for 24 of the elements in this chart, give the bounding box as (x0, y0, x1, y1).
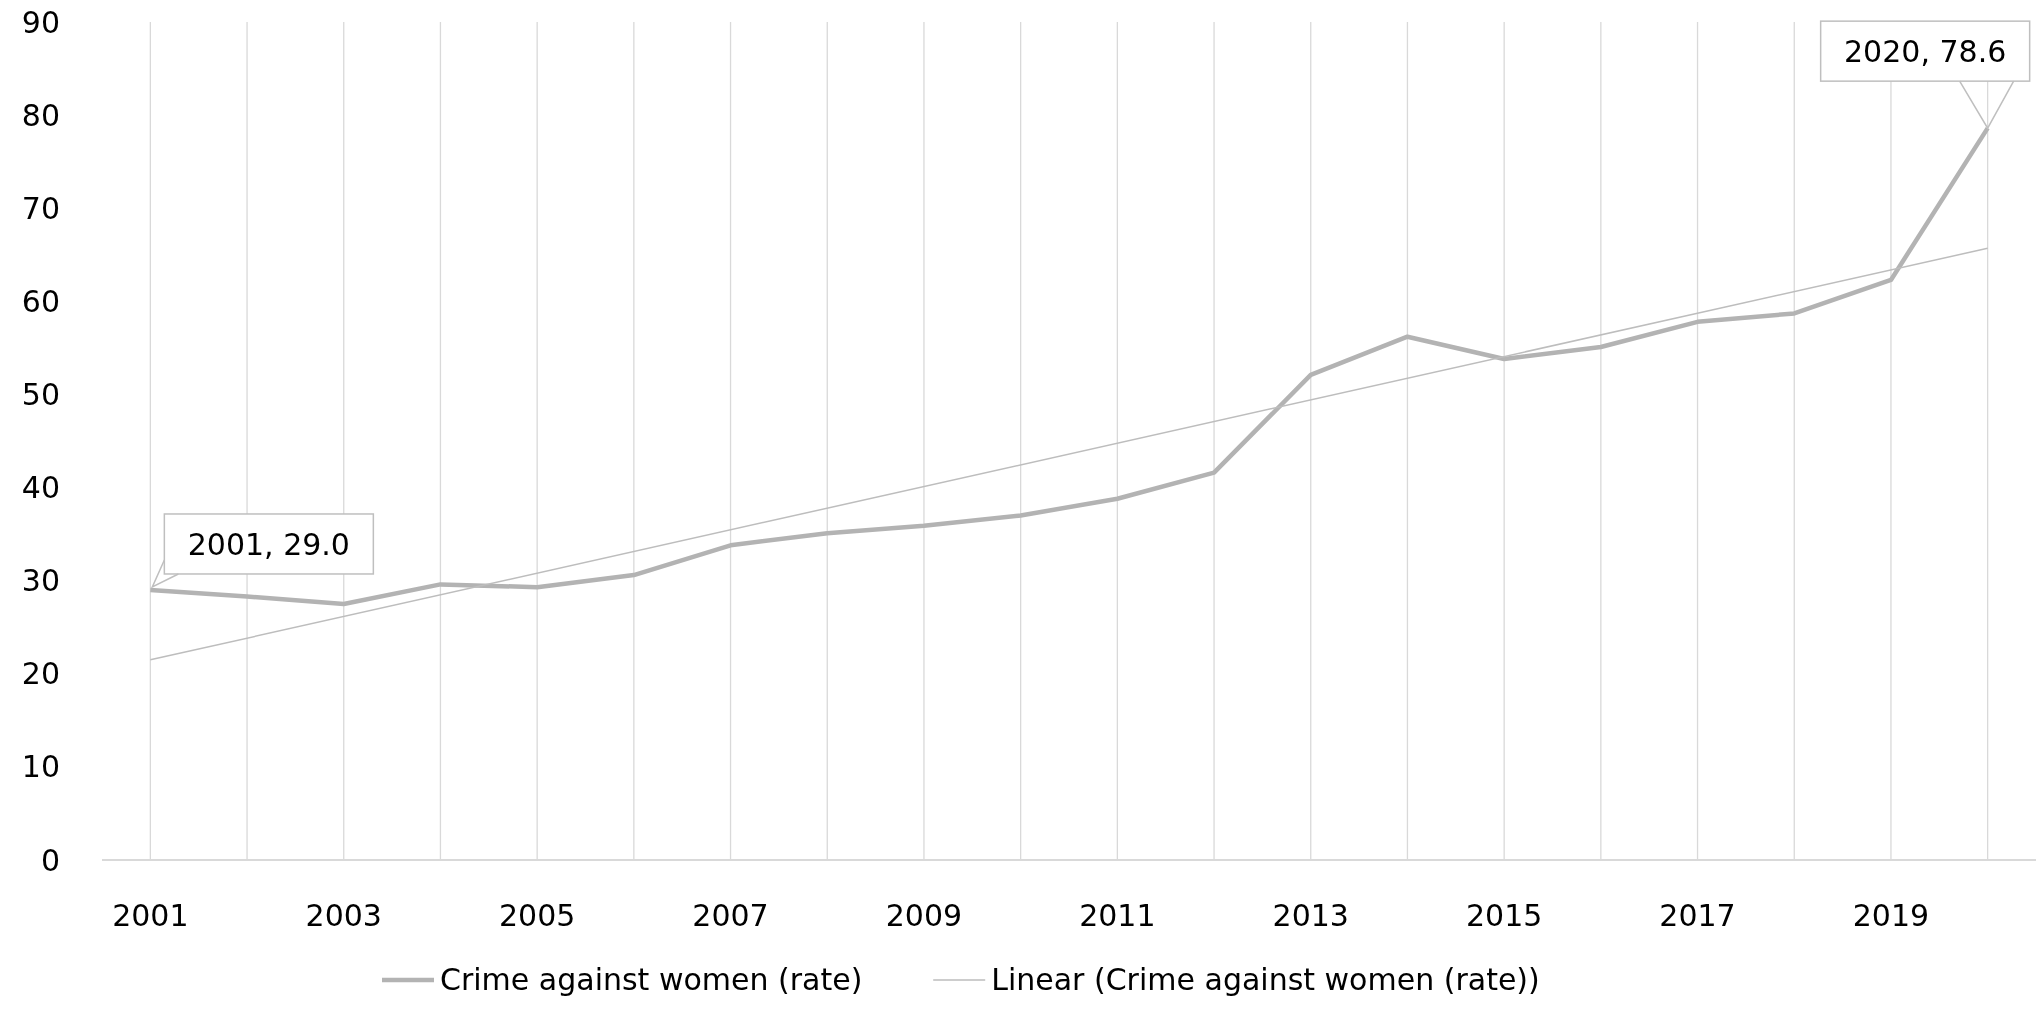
x-tick-label: 2009 (885, 898, 963, 933)
x-tick-label: 2011 (1079, 898, 1156, 933)
y-tick-label: 0 (40, 842, 60, 878)
x-tick-label: 2001 (112, 898, 189, 933)
x-tick-label: 2019 (1852, 898, 1930, 933)
y-tick-label: 30 (21, 563, 60, 599)
y-tick-label: 50 (21, 376, 60, 412)
y-tick-label: 70 (21, 190, 60, 226)
annotation: 2020, 78.6 (1844, 33, 2007, 69)
x-tick-label: 2015 (1465, 898, 1543, 933)
y-tick-label: 90 (21, 4, 60, 40)
x-tick-label: 2005 (498, 898, 576, 933)
y-tick-label: 40 (21, 470, 60, 506)
legend-label: Linear (Crime against women (rate)) (991, 962, 1540, 997)
y-tick-label: 10 (21, 749, 60, 785)
y-tick-label: 60 (21, 283, 60, 319)
x-tick-label: 2007 (692, 898, 769, 933)
y-tick-label: 20 (21, 656, 60, 692)
x-tick-label: 2013 (1272, 898, 1349, 933)
legend-label: Crime against women (rate) (440, 962, 863, 997)
y-tick-label: 80 (21, 97, 60, 133)
annotation: 2001, 29.0 (187, 526, 350, 562)
x-tick-label: 2017 (1659, 898, 1736, 933)
x-tick-label: 2003 (305, 898, 382, 933)
